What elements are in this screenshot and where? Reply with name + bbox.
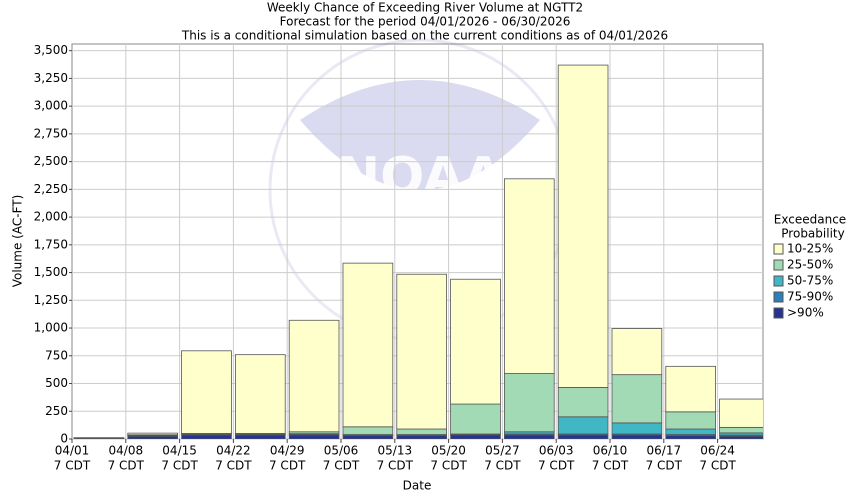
bar-segment	[503, 373, 555, 433]
legend-title: Exceedance	[774, 213, 846, 227]
legend-swatch	[773, 259, 784, 271]
bar-segment	[557, 434, 609, 439]
x-tick-sublabel: 7 CDT	[538, 459, 575, 473]
bar-segment	[396, 435, 447, 439]
x-tick-sublabel: 7 CDT	[269, 459, 306, 473]
x-tick-label: 04/22	[216, 444, 251, 458]
x-tick-sublabel: 7 CDT	[430, 459, 467, 473]
bar-segment	[665, 435, 716, 439]
x-tick-sublabel: 7 CDT	[699, 459, 736, 473]
x-tick-label: 04/15	[162, 444, 197, 458]
bar-segment	[665, 411, 716, 430]
bar-segment	[181, 434, 232, 439]
x-tick-sublabel: 7 CDT	[484, 459, 521, 473]
y-tick-label: 1,250	[34, 293, 68, 307]
bar-segment	[503, 178, 555, 374]
legend-swatch	[773, 243, 784, 255]
bar-segment	[288, 434, 340, 439]
bar-segment	[557, 416, 609, 435]
y-tick-label: 2,000	[34, 210, 68, 224]
legend-label: 25-50%	[787, 258, 833, 272]
bar-segment	[127, 435, 179, 439]
bar-segment	[503, 434, 555, 439]
bar-segment	[611, 374, 663, 424]
x-tick-label: 04/08	[109, 444, 144, 458]
y-tick-label: 500	[45, 376, 68, 390]
title-line: Forecast for the period 04/01/2026 - 06/…	[280, 15, 571, 29]
x-tick-sublabel: 7 CDT	[54, 459, 91, 473]
bar-segment	[342, 262, 394, 428]
legend-swatch	[773, 291, 784, 303]
x-tick-sublabel: 7 CDT	[215, 459, 252, 473]
legend-swatch	[773, 307, 784, 319]
x-tick-label: 06/17	[647, 444, 682, 458]
y-tick-label: 0	[60, 432, 68, 446]
bar-segment	[450, 434, 501, 439]
title-line: This is a conditional simulation based o…	[181, 29, 668, 43]
x-tick-label: 04/29	[270, 444, 305, 458]
y-tick-label: 2,500	[34, 154, 68, 168]
bar-segment	[342, 426, 394, 435]
bar-segment	[719, 426, 763, 434]
x-tick-sublabel: 7 CDT	[108, 459, 145, 473]
bars	[73, 64, 763, 439]
bar-segment	[181, 350, 232, 434]
x-tick-label: 05/27	[485, 444, 520, 458]
legend-label: 75-90%	[787, 290, 833, 304]
x-tick-label: 05/06	[324, 444, 359, 458]
legend-label: 10-25%	[787, 242, 833, 256]
x-tick-label: 05/20	[431, 444, 466, 458]
bar-segment	[288, 319, 340, 433]
x-tick-sublabel: 7 CDT	[592, 459, 629, 473]
y-tick-label: 3,000	[34, 99, 68, 113]
bar-segment	[450, 403, 501, 435]
x-tick-sublabel: 7 CDT	[646, 459, 683, 473]
y-tick-label: 3,500	[34, 43, 68, 57]
y-tick-label: 250	[45, 404, 68, 418]
bar-segment	[127, 432, 179, 436]
bar-segment	[665, 428, 716, 435]
legend-swatch	[773, 275, 784, 287]
bar-segment	[611, 422, 663, 435]
x-tick-label: 04/01	[55, 444, 90, 458]
y-axis-label: Volume (AC-FT)	[11, 195, 25, 288]
y-tick-label: 2,250	[34, 182, 68, 196]
bar-segment	[396, 428, 447, 435]
x-tick-sublabel: 7 CDT	[323, 459, 360, 473]
bar-segment	[557, 64, 609, 388]
x-tick-label: 06/10	[593, 444, 628, 458]
bar-segment	[719, 435, 763, 439]
bar-segment	[557, 387, 609, 418]
x-tick-sublabel: 7 CDT	[377, 459, 414, 473]
watermark: NOAA	[337, 147, 504, 207]
y-tick-label: 1,500	[34, 265, 68, 279]
legend-label: >90%	[787, 306, 824, 320]
bar-segment	[342, 435, 394, 439]
x-tick-label: 06/03	[539, 444, 574, 458]
bar-segment	[396, 273, 447, 430]
x-tick-label: 06/24	[700, 444, 735, 458]
bar-segment	[234, 434, 286, 439]
bar-segment	[665, 365, 716, 413]
x-tick-label: 05/13	[378, 444, 413, 458]
bar-segment	[611, 328, 663, 376]
title-line: Weekly Chance of Exceeding River Volume …	[267, 1, 583, 15]
y-tick-label: 3,250	[34, 71, 68, 85]
y-tick-label: 1,750	[34, 237, 68, 251]
x-tick-sublabel: 7 CDT	[161, 459, 198, 473]
x-axis-label: Date	[403, 479, 432, 493]
legend-label: 50-75%	[787, 274, 833, 288]
y-tick-label: 750	[45, 348, 68, 362]
y-tick-label: 2,750	[34, 126, 68, 140]
y-tick-label: 1,000	[34, 321, 68, 335]
legend-title: Probability	[781, 227, 844, 241]
bar-segment	[719, 398, 763, 428]
bar-segment	[450, 278, 501, 405]
bar-segment	[234, 354, 286, 434]
bar-segment	[611, 434, 663, 439]
